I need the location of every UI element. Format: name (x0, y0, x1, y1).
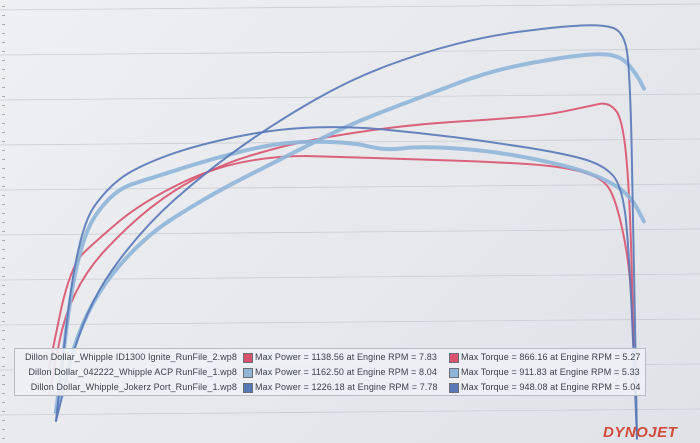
grid-tick (2, 249, 5, 250)
grid-tick (2, 366, 5, 367)
grid-tick (2, 276, 5, 277)
grid-tick (2, 231, 5, 232)
legend-row: Dillon Dollar_042222_Whipple ACP RunFile… (15, 365, 645, 380)
series-line (54, 139, 646, 414)
grid-tick (2, 150, 5, 151)
grid-tick (2, 303, 5, 304)
grid-tick (2, 51, 5, 52)
legend-swatch (243, 368, 253, 378)
grid-tick (2, 384, 5, 385)
grid-tick (2, 429, 5, 430)
legend-file-name: Dillon Dollar_Whipple_Jokerz Port_RunFil… (30, 382, 237, 392)
grid-tick (2, 69, 5, 70)
grid-tick (2, 330, 5, 331)
grid-tick (2, 402, 5, 403)
grid-tick (2, 159, 5, 160)
series-line (48, 155, 635, 369)
legend-swatch (449, 383, 459, 393)
grid-tick (2, 96, 5, 97)
legend-max-torque: Max Torque = 911.83 at Engine RPM = 5.33 (461, 367, 640, 377)
legend: Dillon Dollar_Whipple ID1300 Ignite_RunF… (14, 348, 646, 396)
grid-tick (2, 285, 5, 286)
grid-tick (2, 123, 5, 124)
grid-tick (2, 6, 5, 7)
grid-line (0, 273, 700, 281)
grid-tick (2, 204, 5, 205)
grid-tick (2, 267, 5, 268)
grid-tick (2, 195, 5, 196)
grid-tick (2, 87, 5, 88)
grid-tick (2, 420, 5, 421)
grid-line (0, 183, 700, 191)
grid-tick (2, 105, 5, 106)
grid-line (0, 318, 700, 326)
grid-line (0, 48, 700, 56)
legend-row: Dillon Dollar_Whipple ID1300 Ignite_RunF… (15, 350, 645, 365)
grid-tick (2, 186, 5, 187)
grid-line (0, 408, 700, 416)
grid-line (0, 3, 700, 11)
grid-tick (2, 60, 5, 61)
grid-tick (2, 240, 5, 241)
grid-tick (2, 141, 5, 142)
grid-tick (2, 411, 5, 412)
grid-tick (2, 294, 5, 295)
legend-file-name: Dillon Dollar_Whipple ID1300 Ignite_RunF… (24, 352, 237, 362)
legend-row: Dillon Dollar_Whipple_Jokerz Port_RunFil… (15, 380, 645, 395)
legend-swatch (243, 353, 253, 363)
grid-tick (2, 339, 5, 340)
grid-tick (2, 78, 5, 79)
dynojet-logo: DYNOJET (603, 424, 678, 441)
grid-tick (2, 33, 5, 34)
plot-curves (48, 24, 646, 440)
series-line (54, 52, 646, 414)
grid-tick (2, 114, 5, 115)
grid-line (0, 228, 700, 236)
grid-tick (2, 258, 5, 259)
legend-max-torque: Max Torque = 948.08 at Engine RPM = 5.04 (461, 382, 641, 392)
legend-swatch (243, 383, 253, 393)
grid-tick (2, 438, 5, 439)
series-line (55, 126, 638, 440)
grid-tick (2, 393, 5, 394)
grid-tick (2, 177, 5, 178)
grid-tick (2, 312, 5, 313)
legend-swatch (449, 368, 459, 378)
grid-tick (2, 15, 5, 16)
grid-tick (2, 222, 5, 223)
legend-max-power: Max Power = 1162.50 at Engine RPM = 8.04 (255, 367, 437, 377)
legend-max-torque: Max Torque = 866.16 at Engine RPM = 5.27 (461, 352, 641, 362)
legend-swatch (449, 353, 459, 363)
grid-tick (2, 132, 5, 133)
grid-tick (2, 348, 5, 349)
grid-tick (2, 213, 5, 214)
legend-max-power: Max Power = 1138.56 at Engine RPM = 7.83 (255, 352, 437, 362)
grid-tick (2, 168, 5, 169)
grid-line (0, 93, 700, 101)
legend-file-name: Dillon Dollar_042222_Whipple ACP RunFile… (28, 367, 237, 377)
grid-tick (2, 24, 5, 25)
series-line (55, 24, 638, 440)
grid-tick (2, 42, 5, 43)
grid-tick (2, 357, 5, 358)
grid-tick (2, 375, 5, 376)
series-line (48, 102, 635, 396)
legend-max-power: Max Power = 1226.18 at Engine RPM = 7.78 (255, 382, 438, 392)
grid-tick (2, 321, 5, 322)
